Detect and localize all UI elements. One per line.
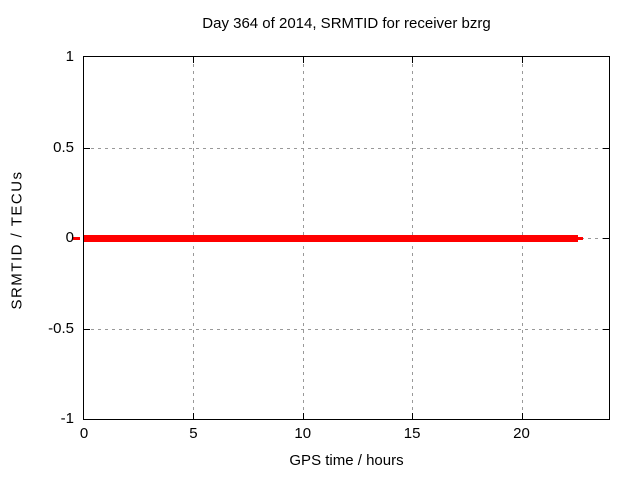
y-gridline (84, 328, 609, 330)
chart-title: Day 364 of 2014, SRMTID for receiver bzr… (202, 15, 491, 32)
x-tick-mark-bottom (521, 413, 523, 419)
y-tick-label: 1 (65, 48, 74, 65)
y-tick-label: -0.5 (48, 319, 74, 337)
srmtid-line-segment (84, 234, 579, 242)
x-tick-mark-top (412, 57, 414, 63)
y-tick-mark-right (603, 147, 609, 149)
x-tick-label: 0 (79, 425, 89, 442)
y-tick-label: 0.5 (53, 138, 74, 156)
x-tick-label: 20 (513, 425, 530, 442)
srmtid-line-segment (73, 236, 81, 240)
y-tick-mark-right (603, 238, 609, 239)
y-tick-mark-right (603, 328, 609, 330)
x-axis-label: GPS time / hours (289, 452, 404, 469)
x-tick-label: 15 (403, 425, 421, 442)
x-tick-mark-top (521, 57, 523, 63)
y-tick-label: 0 (65, 229, 74, 246)
plot-area (73, 56, 610, 420)
y-tick-mark-left (84, 147, 90, 149)
x-tick-mark-bottom (193, 413, 195, 419)
x-tick-label: 10 (294, 425, 312, 442)
y-gridline (84, 147, 609, 149)
x-tick-mark-bottom (302, 413, 304, 419)
y-tick-label: -1 (60, 410, 74, 427)
x-tick-mark-top (302, 57, 304, 63)
x-tick-mark-top (193, 57, 195, 63)
x-tick-label: 5 (189, 425, 198, 442)
srmtid-line-segment (578, 236, 584, 240)
y-tick-mark-left (84, 328, 90, 330)
x-tick-mark-bottom (412, 413, 414, 419)
